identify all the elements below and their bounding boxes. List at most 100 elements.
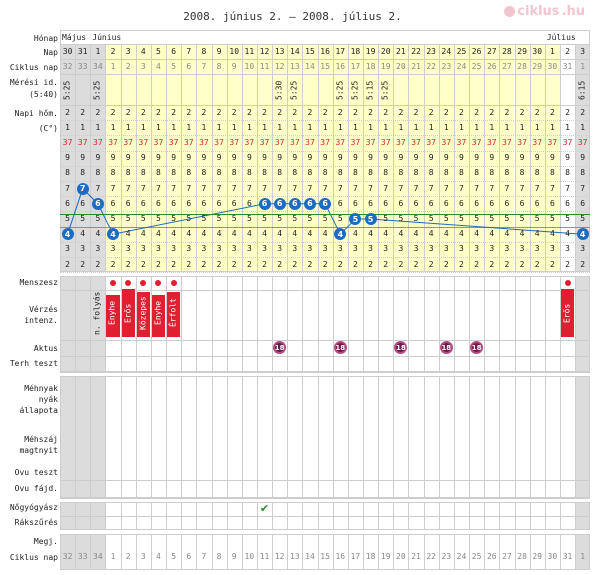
grid-column (438, 376, 454, 498)
temp-digit: 4 (459, 229, 464, 239)
temp-digit: 2 (565, 107, 570, 117)
baseline-line (60, 227, 591, 228)
no-entry-icon[interactable]: 18 (439, 341, 453, 354)
no-entry-icon[interactable]: 18 (333, 341, 347, 354)
temperature-point[interactable]: 6 (303, 197, 316, 210)
temp-digit: 2 (383, 259, 389, 269)
temperature-point[interactable]: 7 (76, 182, 89, 195)
grid-column (317, 534, 333, 570)
label-notes: Megj. (33, 537, 58, 546)
temp-digit: 7 (140, 183, 146, 193)
ciklus-logo[interactable]: ciklus .hu (504, 4, 585, 19)
grid-column (423, 276, 439, 372)
cycle-day-number-bottom: 5 (171, 552, 177, 561)
cycle-day-number: 8 (216, 62, 222, 71)
temp-digit: 6 (337, 198, 343, 208)
grid-column (514, 276, 530, 372)
grid-column (241, 44, 257, 272)
temperature-point[interactable]: 4 (576, 228, 589, 241)
grid-column (529, 534, 545, 570)
grid-column (453, 534, 470, 570)
day-number: 5 (156, 47, 161, 56)
grid-column (135, 376, 151, 498)
temperature-point[interactable]: 4 (61, 228, 74, 241)
section-frame (60, 276, 591, 372)
temp-digit: 1 (110, 122, 116, 132)
label-month: Hónap (33, 34, 58, 43)
grid-column (226, 534, 242, 570)
grid-column (287, 44, 303, 272)
grid-column (317, 376, 333, 498)
temp-digit: 2 (474, 107, 480, 117)
menses-dot (110, 280, 117, 286)
cycle-day-number-bottom: 25 (471, 552, 482, 561)
grid-column (226, 44, 242, 272)
temp-digit: 3 (307, 244, 313, 254)
cycle-day-number: 13 (290, 62, 300, 71)
temp-digit: 7 (337, 183, 343, 193)
temp-digit: 37 (350, 137, 361, 147)
bleeding-bar (167, 292, 181, 337)
no-entry-icon[interactable]: 18 (273, 341, 287, 354)
temp-digit: 5 (80, 213, 86, 223)
day-number: 7 (186, 47, 192, 56)
temp-digit: 9 (549, 153, 555, 163)
menses-dot (125, 280, 132, 286)
temp-digit: 1 (292, 122, 298, 132)
checkmark-icon[interactable]: ✔ (259, 501, 270, 515)
cycle-day-number-bottom: 26 (486, 552, 497, 561)
temp-digit: 2 (186, 107, 192, 117)
grid-column (120, 44, 136, 272)
label-measure-time: Mérési id. (9, 78, 58, 87)
temperature-point[interactable]: 6 (258, 197, 271, 210)
temp-digit: 8 (171, 168, 177, 178)
grid-column (423, 44, 439, 272)
temperature-point[interactable]: 5 (349, 213, 362, 225)
cycle-day-number: 20 (396, 62, 406, 71)
temperature-point[interactable]: 4 (107, 228, 120, 241)
temp-digit: 1 (580, 122, 586, 132)
temperature-point[interactable]: 4 (334, 228, 347, 241)
temp-digit: 4 (474, 229, 480, 239)
temp-digit: 1 (398, 122, 404, 132)
cycle-day-number-bottom: 9 (231, 552, 237, 561)
temp-digit: 2 (504, 259, 510, 269)
temp-digit: 4 (186, 229, 192, 239)
temp-digit: 1 (322, 122, 328, 132)
temp-digit: 8 (580, 168, 586, 178)
day-number: 23 (426, 47, 436, 56)
grid-column (347, 534, 363, 570)
temp-digit: 4 (413, 229, 419, 239)
temp-digit: 9 (504, 153, 510, 163)
temp-digit: 3 (186, 244, 192, 254)
temp-digit: 6 (368, 198, 373, 208)
temp-digit: 2 (262, 107, 267, 117)
temperature-point[interactable]: 6 (319, 197, 332, 210)
temperature-point[interactable]: 6 (288, 197, 301, 210)
grid-column (559, 44, 576, 272)
temp-digit: 9 (65, 153, 70, 163)
temp-digit: 1 (504, 122, 510, 132)
temperature-point[interactable]: 5 (364, 213, 377, 225)
bleeding-label: Enyhe (153, 300, 163, 326)
temperature-point[interactable]: 6 (91, 197, 104, 210)
temp-digit: 37 (183, 137, 194, 147)
temp-digit: 2 (549, 107, 555, 117)
temp-digit: 7 (125, 183, 131, 193)
no-entry-icon[interactable]: 18 (394, 341, 408, 354)
temp-digit: 1 (95, 122, 101, 132)
no-entry-icon[interactable]: 18 (470, 341, 484, 354)
temp-digit: 8 (231, 168, 237, 178)
temp-digit: 37 (471, 137, 482, 147)
temp-digit: 5 (489, 213, 495, 223)
grid-column (453, 376, 470, 498)
temp-digit: 5 (565, 213, 570, 223)
temp-digit: 5 (231, 213, 237, 223)
temp-digit: 7 (277, 183, 283, 193)
temp-digit: 5 (337, 213, 343, 223)
temperature-point[interactable]: 6 (273, 197, 286, 210)
grid-column (393, 376, 409, 498)
day-number: 11 (244, 47, 255, 56)
temp-digit: 37 (62, 137, 73, 147)
temp-digit: 2 (246, 259, 252, 269)
